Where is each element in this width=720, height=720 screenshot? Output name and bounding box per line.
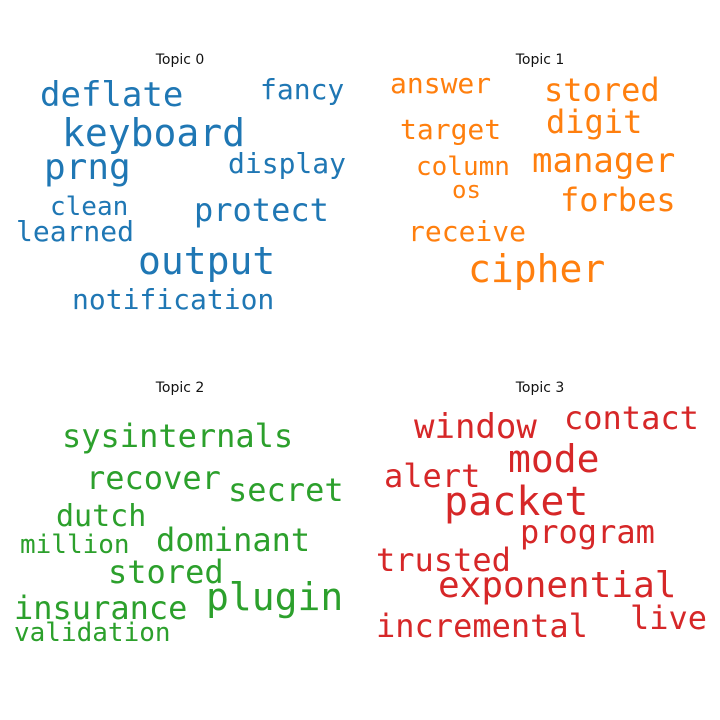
word-display: display xyxy=(228,147,347,180)
word-cipher: cipher xyxy=(468,247,606,291)
word-trusted: trusted xyxy=(376,541,511,579)
word-output: output xyxy=(138,239,276,283)
word-mode: mode xyxy=(508,437,600,481)
topic-3-title: Topic 3 xyxy=(515,380,565,396)
word-deflate: deflate xyxy=(40,75,184,115)
word-receive: receive xyxy=(408,215,527,248)
word-contact: contact xyxy=(564,399,699,437)
word-prng: prng xyxy=(44,147,131,188)
topic-1-title: Topic 1 xyxy=(515,52,565,68)
word-live: live xyxy=(630,599,708,637)
topic-3-panel: Topic 3 window contact mode alert packet… xyxy=(360,328,720,688)
word-recover: recover xyxy=(86,459,221,497)
topic-0-title: Topic 0 xyxy=(155,52,205,68)
word-stored-2: stored xyxy=(108,553,224,591)
word-manager: manager xyxy=(532,141,676,181)
topic-2-title: Topic 2 xyxy=(155,380,205,396)
word-exponential: exponential xyxy=(438,565,677,606)
word-column: column xyxy=(416,152,510,182)
word-dutch: dutch xyxy=(56,499,147,534)
word-forbes: forbes xyxy=(560,181,676,219)
word-digit: digit xyxy=(546,103,643,141)
word-insurance: insurance xyxy=(14,589,188,627)
word-secret: secret xyxy=(228,471,344,509)
word-dominant: dominant xyxy=(156,521,311,559)
word-stored: stored xyxy=(544,71,660,109)
word-notification: notification xyxy=(72,283,275,316)
word-fancy: fancy xyxy=(260,73,345,106)
word-sysinternals: sysinternals xyxy=(62,417,294,455)
word-validation: validation xyxy=(14,618,171,648)
word-packet: packet xyxy=(444,479,589,525)
topic-2-panel: Topic 2 sysinternals recover secret dutc… xyxy=(0,328,360,688)
word-window: window xyxy=(414,407,537,447)
word-million: million xyxy=(20,530,130,560)
word-keyboard: keyboard xyxy=(62,111,246,155)
word-clean: clean xyxy=(50,192,129,222)
word-plugin: plugin xyxy=(206,575,344,619)
word-os: os xyxy=(452,176,481,204)
word-incremental: incremental xyxy=(376,607,588,645)
word-learned: learned xyxy=(16,215,135,248)
word-target: target xyxy=(400,113,502,146)
word-protect: protect xyxy=(194,191,329,229)
topic-1-panel: Topic 1 answer stored target digit colum… xyxy=(360,0,720,360)
word-alert: alert xyxy=(384,457,481,495)
word-program: program xyxy=(520,513,655,551)
topic-0-panel: Topic 0 deflate fancy keyboard prng disp… xyxy=(0,0,360,360)
word-answer: answer xyxy=(390,67,492,100)
